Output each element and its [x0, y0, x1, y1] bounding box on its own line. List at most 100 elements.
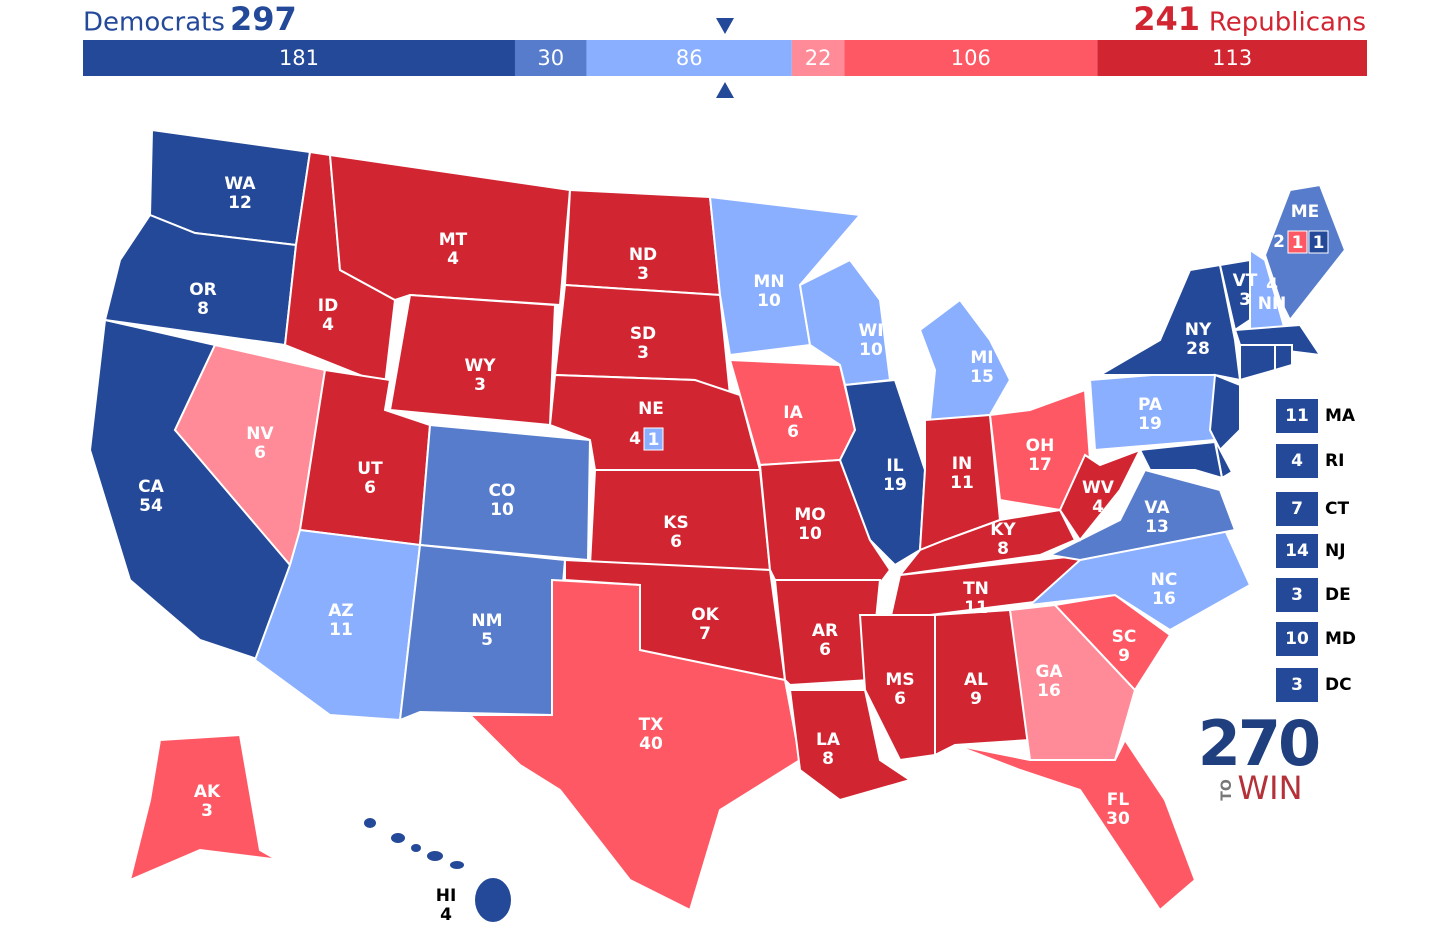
state-ev: 4: [1092, 497, 1104, 517]
bar-segment: [83, 40, 515, 76]
state-ev: 3: [201, 801, 213, 821]
district-box: [1308, 230, 1329, 254]
state-abbr: TN: [963, 579, 989, 599]
state-abbr: NE: [638, 399, 664, 419]
dem-label: Democrats: [83, 8, 225, 38]
state-ev: 11: [950, 473, 974, 493]
state-ev: 8: [822, 749, 834, 769]
district-box: [643, 427, 664, 451]
marker-bottom: [716, 82, 734, 98]
state-shape: [1185, 459, 1191, 465]
state-ev: 3: [474, 375, 486, 395]
district-ev: 1: [1313, 233, 1325, 253]
state-shape: [918, 298, 1012, 422]
state-abbr: AZ: [328, 601, 353, 621]
state-shape: [128, 733, 331, 891]
state-abbr: MI: [970, 348, 993, 368]
state-shape: [467, 578, 802, 912]
state-ev: 4: [1266, 275, 1278, 295]
logo-number: 270: [1198, 707, 1319, 780]
state-abbr: FL: [1107, 790, 1130, 810]
state-abbr: SC: [1112, 627, 1137, 647]
state-abbr: IA: [783, 403, 803, 423]
state-shape: [858, 614, 936, 762]
state-shape: [364, 818, 376, 828]
district-box: [1287, 230, 1308, 254]
state-ev: 54: [139, 496, 163, 516]
state-ev: 19: [1138, 414, 1162, 434]
state-abbr: LA: [816, 730, 841, 750]
state-shape: [838, 378, 927, 567]
state-ev: 8: [197, 299, 209, 319]
state-ev: 3: [637, 264, 649, 284]
state-shape: [398, 543, 567, 722]
bar-segment-label: 113: [1212, 46, 1252, 70]
small-state-ev: 10: [1285, 629, 1309, 649]
state-abbr: NY: [1185, 320, 1212, 340]
state-ev: 2: [1273, 232, 1285, 252]
small-state-ev: 7: [1291, 499, 1303, 519]
state-ev: 12: [228, 193, 252, 213]
state-abbr: AR: [812, 621, 838, 641]
state-abbr: ME: [1291, 202, 1320, 222]
state-ev: 4: [629, 429, 641, 449]
state-ev: 19: [883, 475, 907, 495]
small-state-box: [1276, 534, 1318, 568]
marker-top: [716, 18, 734, 34]
small-state-box: [1276, 578, 1318, 612]
state-ev: 6: [254, 443, 266, 463]
state-ev: 3: [1239, 290, 1251, 310]
state-shape: [391, 833, 405, 843]
bar-segment: [791, 40, 845, 76]
state-abbr: AL: [964, 670, 988, 690]
district-ev: 1: [1292, 233, 1304, 253]
district-ev: 1: [648, 430, 660, 450]
state-abbr: VT: [1233, 271, 1258, 291]
state-shape: [1239, 344, 1276, 382]
state-abbr: IL: [886, 456, 903, 476]
state-abbr: NH: [1258, 294, 1286, 314]
state-abbr: WY: [464, 356, 496, 376]
state-abbr: NC: [1151, 570, 1178, 590]
small-state-box: [1276, 399, 1318, 433]
state-ev: 10: [798, 524, 822, 544]
small-state-abbr: NJ: [1325, 541, 1346, 561]
state-abbr: HI: [436, 886, 457, 906]
state-ev: 9: [970, 689, 982, 709]
state-ev: 10: [859, 340, 883, 360]
state-abbr: WA: [224, 174, 256, 194]
state-ev: 16: [1037, 681, 1061, 701]
bar-segment: [1097, 40, 1367, 76]
state-ev: 17: [1028, 455, 1052, 475]
state-ev: 40: [639, 734, 663, 754]
state-ev: 9: [1118, 646, 1130, 666]
state-abbr: GA: [1035, 662, 1063, 682]
state-abbr: OR: [189, 280, 217, 300]
logo-word: WIN: [1237, 769, 1302, 807]
state-abbr: SD: [630, 324, 656, 344]
state-ev: 6: [819, 640, 831, 660]
state-abbr: MT: [439, 230, 468, 250]
state-shape: [1046, 468, 1237, 562]
state-abbr: VA: [1144, 498, 1170, 518]
state-ev: 11: [964, 598, 988, 618]
small-state-abbr: CT: [1325, 499, 1349, 519]
state-ev: 6: [670, 532, 682, 552]
state-shape: [954, 738, 1197, 912]
small-state-ev: 4: [1291, 451, 1303, 471]
state-ev: 6: [894, 689, 906, 709]
small-state-box: [1276, 444, 1318, 478]
bar-segment-label: 22: [805, 46, 832, 70]
state-abbr: MO: [794, 505, 825, 525]
bar-segment: [844, 40, 1098, 76]
state-ev: 6: [787, 422, 799, 442]
bar-segment-label: 30: [537, 46, 564, 70]
small-state-ev: 14: [1285, 541, 1309, 561]
state-abbr: NM: [471, 611, 502, 631]
state-ev: 5: [481, 630, 493, 650]
state-abbr: MN: [753, 272, 784, 292]
bar-segment-label: 181: [279, 46, 319, 70]
state-shape: [1138, 440, 1224, 480]
state-abbr: MS: [885, 670, 914, 690]
rep-label: Republicans: [1209, 8, 1366, 38]
